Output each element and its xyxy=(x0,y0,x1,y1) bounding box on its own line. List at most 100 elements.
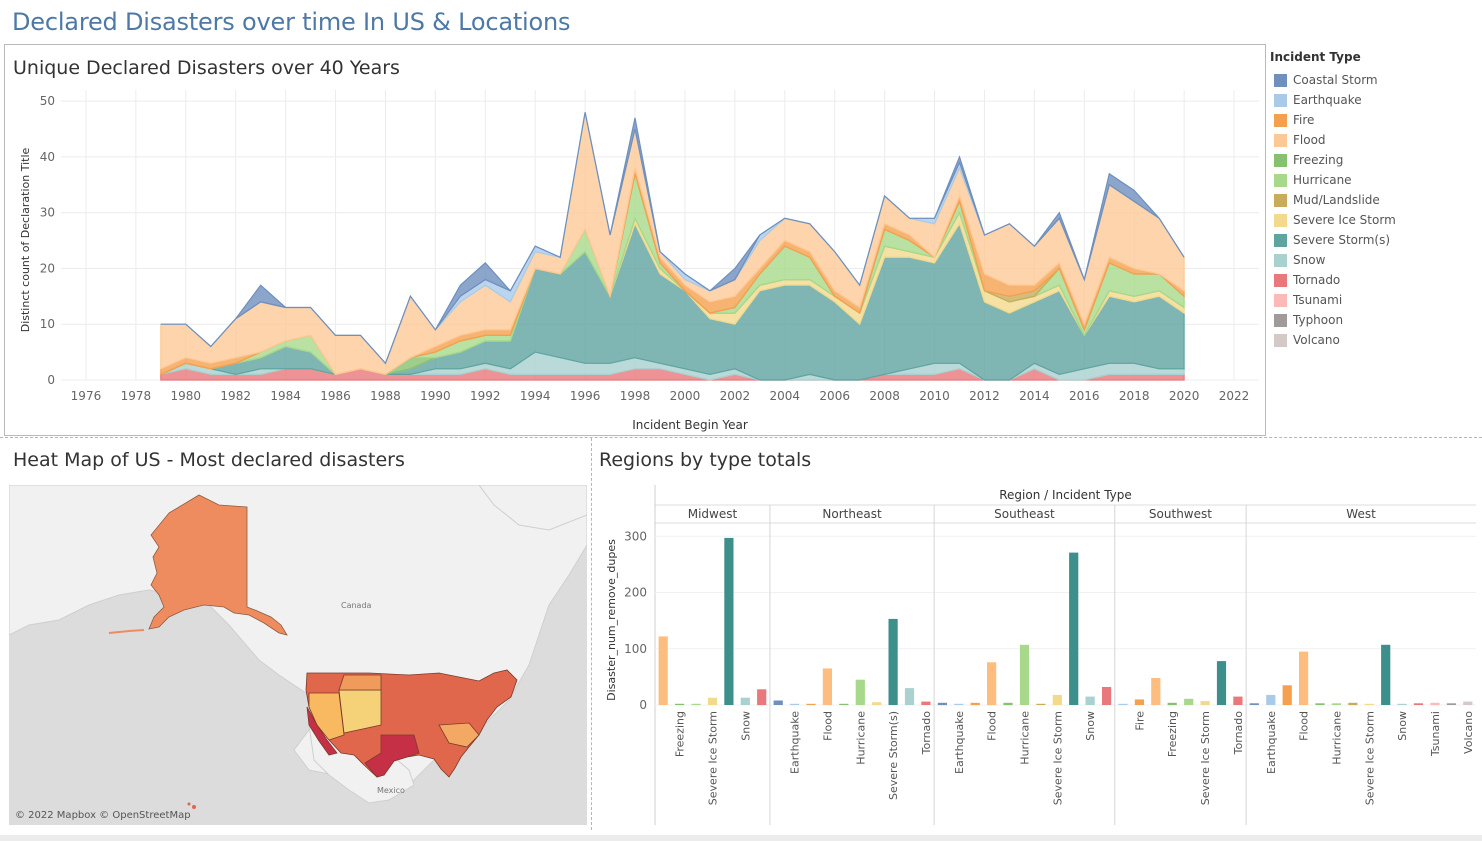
bar-midwest-flood[interactable] xyxy=(658,636,668,705)
legend-swatch xyxy=(1274,113,1287,127)
region-southeast-light[interactable] xyxy=(438,722,480,748)
bar-southwest-tornado[interactable] xyxy=(1233,696,1243,705)
bar-southeast-freezing[interactable] xyxy=(1003,702,1013,706)
bar-west-volcano[interactable] xyxy=(1463,701,1473,705)
bar-southeast-fire[interactable] xyxy=(970,702,980,706)
x-tick-label: 2010 xyxy=(919,389,950,403)
legend-item-tornado[interactable]: Tornado xyxy=(1270,270,1480,290)
bar-category-label: Freezing xyxy=(674,711,687,757)
legend-item-freezing[interactable]: Freezing xyxy=(1270,150,1480,170)
bar-southwest-fire[interactable] xyxy=(1134,699,1144,705)
bar-west-earthquake[interactable] xyxy=(1266,694,1276,705)
bar-southwest-flood[interactable] xyxy=(1151,678,1161,705)
legend-swatch xyxy=(1274,173,1287,187)
bar-west-severe-storm-s-[interactable] xyxy=(1381,644,1391,705)
bar-west-mud-landslide[interactable] xyxy=(1348,702,1358,706)
bar-southwest-hurricane[interactable] xyxy=(1184,698,1194,705)
bar-category-label: Tornado xyxy=(1232,711,1245,756)
bar-southeast-coastal-storm[interactable] xyxy=(937,702,947,706)
bar-category-label: Earthquake xyxy=(1265,711,1278,774)
legend-item-coastal-storm[interactable]: Coastal Storm xyxy=(1270,70,1480,90)
bar-midwest-severe-ice-storm[interactable] xyxy=(707,697,718,705)
bar-west-freezing[interactable] xyxy=(1315,703,1325,705)
legend-item-hurricane[interactable]: Hurricane xyxy=(1270,170,1480,190)
bar-northeast-earthquake[interactable] xyxy=(790,703,800,705)
region-texas-oklahoma[interactable] xyxy=(364,734,420,778)
legend-item-severe-ice-storm[interactable]: Severe Ice Storm xyxy=(1270,210,1480,230)
legend-label: Fire xyxy=(1293,113,1315,127)
legend-item-fire[interactable]: Fire xyxy=(1270,110,1480,130)
bar-west-coastal-storm[interactable] xyxy=(1249,703,1259,705)
region-alaska[interactable] xyxy=(148,494,288,636)
legend-title: Incident Type xyxy=(1270,50,1361,64)
bar-west-tornado[interactable] xyxy=(1413,703,1424,705)
x-tick-label: 1990 xyxy=(420,389,451,403)
bar-southeast-earthquake[interactable] xyxy=(954,703,964,705)
region-us-plains[interactable] xyxy=(338,674,382,691)
bar-northeast-severe-ice-storm[interactable] xyxy=(872,702,882,705)
bar-southwest-severe-storm-s-[interactable] xyxy=(1216,661,1227,705)
bar-northeast-coastal-storm[interactable] xyxy=(773,700,783,706)
x-tick-label: 2012 xyxy=(969,389,1000,403)
heat-map[interactable]: Canada Mexico © 2022 Mapbox © OpenStreet… xyxy=(9,485,587,825)
bar-northeast-flood[interactable] xyxy=(822,668,832,705)
bar-southeast-flood[interactable] xyxy=(987,662,997,706)
bar-northeast-hurricane[interactable] xyxy=(855,679,865,705)
x-tick-label: 1980 xyxy=(171,389,202,403)
bar-southwest-severe-ice-storm[interactable] xyxy=(1200,701,1210,705)
bar-category-label: Severe Ice Storm xyxy=(1051,711,1064,805)
bar-midwest-freezing[interactable] xyxy=(675,703,685,705)
bar-northeast-fire[interactable] xyxy=(806,703,816,705)
legend-swatch xyxy=(1274,333,1287,347)
bar-west-flood[interactable] xyxy=(1299,651,1309,705)
bar-west-severe-ice-storm[interactable] xyxy=(1364,703,1374,705)
horizontal-divider xyxy=(0,437,1482,438)
bar-west-tsunami[interactable] xyxy=(1430,702,1440,706)
x-tick-label: 1998 xyxy=(620,389,651,403)
legend-item-mud-landslide[interactable]: Mud/Landslide xyxy=(1270,190,1480,210)
bar-northeast-tornado[interactable] xyxy=(921,701,931,705)
legend-item-snow[interactable]: Snow xyxy=(1270,250,1480,270)
bar-west-hurricane[interactable] xyxy=(1331,703,1341,705)
map-canvas[interactable]: Canada Mexico xyxy=(9,485,587,825)
bar-midwest-severe-storm-s-[interactable] xyxy=(724,537,734,705)
region-us-mountain[interactable] xyxy=(338,689,382,734)
legend-swatch xyxy=(1274,153,1287,167)
legend-item-earthquake[interactable]: Earthquake xyxy=(1270,90,1480,110)
legend-item-typhoon[interactable]: Typhoon xyxy=(1270,310,1480,330)
bar-northeast-severe-storm-s-[interactable] xyxy=(888,618,898,705)
region-header-west: West xyxy=(1346,507,1376,521)
area-chart: 1976 1978 1980 1982 1984 1986 1988 1990 1992 1994… xyxy=(19,90,1259,432)
legend-label: Severe Ice Storm xyxy=(1293,213,1396,227)
bar-southeast-severe-ice-storm[interactable] xyxy=(1052,694,1062,705)
bar-northeast-snow[interactable] xyxy=(904,688,915,705)
legend-swatch xyxy=(1274,293,1287,307)
bar-southeast-snow[interactable] xyxy=(1085,696,1095,705)
bar-southeast-tornado[interactable] xyxy=(1102,687,1112,705)
bar-midwest-snow[interactable] xyxy=(740,697,750,705)
region-california[interactable] xyxy=(306,706,338,756)
vertical-divider xyxy=(591,438,592,830)
legend-item-flood[interactable]: Flood xyxy=(1270,130,1480,150)
bar-category-label: Earthquake xyxy=(789,711,802,774)
bar-category-label: Hurricane xyxy=(1018,711,1031,765)
region-header-midwest: Midwest xyxy=(688,507,738,521)
x-tick-label: 2020 xyxy=(1169,389,1200,403)
bar-west-fire[interactable] xyxy=(1282,685,1292,705)
y-tick-label: 50 xyxy=(40,94,55,108)
bar-southwest-freezing[interactable] xyxy=(1167,702,1177,706)
bar-west-typhoon[interactable] xyxy=(1446,703,1456,705)
bar-southeast-severe-storm-s-[interactable] xyxy=(1069,552,1079,705)
legend-item-volcano[interactable]: Volcano xyxy=(1270,330,1480,350)
bar-southwest-earthquake[interactable] xyxy=(1118,703,1128,705)
bar-southeast-hurricane[interactable] xyxy=(1019,644,1030,705)
legend-item-tsunami[interactable]: Tsunami xyxy=(1270,290,1480,310)
bar-northeast-freezing[interactable] xyxy=(839,703,849,705)
bar-midwest-tornado[interactable] xyxy=(757,689,767,706)
bar-southeast-mud-landslide[interactable] xyxy=(1036,703,1046,705)
bar-west-snow[interactable] xyxy=(1397,703,1407,705)
bar-midwest-hurricane[interactable] xyxy=(691,703,701,705)
region-hawaii[interactable] xyxy=(192,805,196,809)
legend-item-severe-storm-s-[interactable]: Severe Storm(s) xyxy=(1270,230,1480,250)
area-series-coastal-storm[interactable] xyxy=(160,112,1185,365)
